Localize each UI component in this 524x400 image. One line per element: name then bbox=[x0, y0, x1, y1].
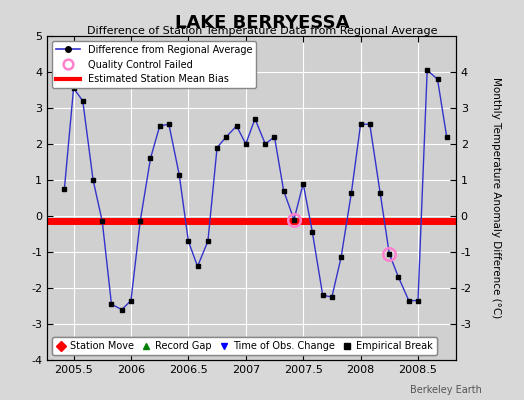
Text: Berkeley Earth: Berkeley Earth bbox=[410, 385, 482, 395]
Legend: Station Move, Record Gap, Time of Obs. Change, Empirical Break: Station Move, Record Gap, Time of Obs. C… bbox=[52, 337, 437, 355]
Text: LAKE BERRYESSA: LAKE BERRYESSA bbox=[174, 14, 350, 32]
Text: Difference of Station Temperature Data from Regional Average: Difference of Station Temperature Data f… bbox=[87, 26, 437, 36]
Y-axis label: Monthly Temperature Anomaly Difference (°C): Monthly Temperature Anomaly Difference (… bbox=[492, 77, 501, 319]
